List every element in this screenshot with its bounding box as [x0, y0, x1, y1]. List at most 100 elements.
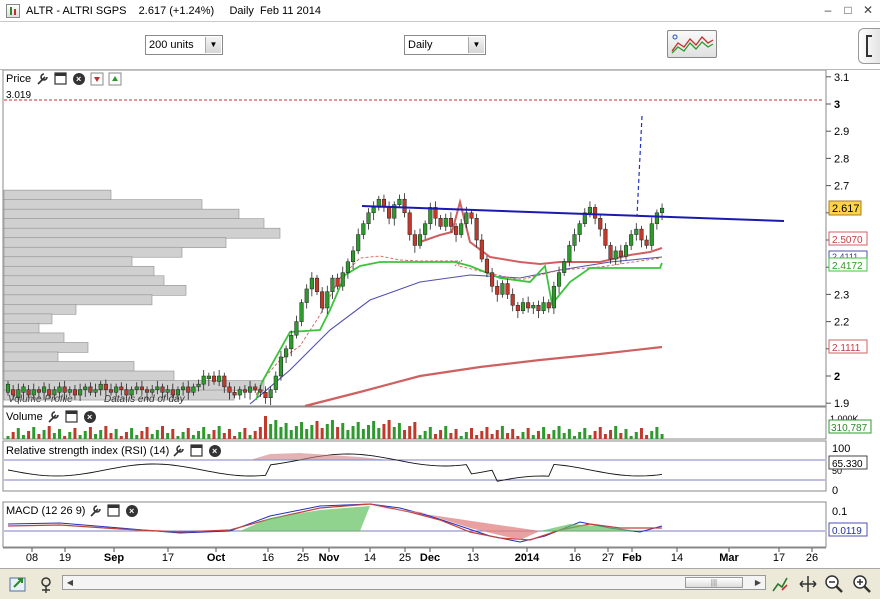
candle-up[interactable]	[98, 383, 103, 390]
candle-down[interactable]	[454, 226, 459, 235]
candle-up[interactable]	[134, 386, 139, 390]
maximize-button[interactable]: □	[844, 3, 852, 17]
candle-up[interactable]	[582, 212, 587, 224]
candle-down[interactable]	[593, 207, 598, 219]
projection-line[interactable]	[636, 115, 643, 217]
candle-down[interactable]	[253, 386, 258, 390]
candle-up[interactable]	[299, 302, 304, 322]
candle-up[interactable]	[562, 261, 567, 273]
candle-down[interactable]	[36, 389, 41, 393]
candle-down[interactable]	[26, 389, 31, 396]
scroll-right-icon[interactable]: ▶	[754, 578, 762, 587]
candle-up[interactable]	[417, 234, 423, 246]
candle-up[interactable]	[366, 212, 371, 224]
candle-down[interactable]	[62, 386, 67, 393]
candle-down[interactable]	[603, 228, 608, 246]
candle-down[interactable]	[222, 375, 227, 388]
candle-up[interactable]	[356, 234, 361, 252]
zoom-out-icon[interactable]	[824, 574, 844, 594]
candle-up[interactable]	[248, 386, 253, 393]
candle-down[interactable]	[438, 217, 443, 227]
close-circle-icon[interactable]	[126, 505, 138, 517]
wrench-icon[interactable]	[173, 445, 184, 457]
candle-down[interactable]	[124, 389, 129, 396]
side-panel-tab[interactable]	[858, 28, 880, 64]
candle-up[interactable]	[531, 305, 536, 309]
candle-down[interactable]	[227, 386, 232, 393]
wrench-icon[interactable]	[90, 505, 101, 517]
candle-up[interactable]	[57, 386, 62, 393]
candle-up[interactable]	[289, 334, 294, 350]
candle-up[interactable]	[623, 245, 629, 257]
candle-up[interactable]	[268, 389, 273, 399]
chart-area[interactable]: 3.132.92.82.72.32.22.121.9 3.019 Price ×…	[0, 69, 880, 568]
candle-up[interactable]	[660, 207, 665, 214]
close-circle-icon[interactable]	[84, 411, 96, 423]
candle-down[interactable]	[639, 228, 644, 241]
candle-up[interactable]	[351, 250, 356, 263]
scroll-left-icon[interactable]: ◀	[66, 578, 74, 587]
candle-up[interactable]	[629, 234, 634, 246]
close-circle-icon[interactable]	[209, 445, 221, 457]
candle-down[interactable]	[258, 389, 263, 393]
candle-down[interactable]	[479, 239, 484, 260]
candle-up[interactable]	[392, 204, 397, 219]
wrench-icon[interactable]	[48, 411, 59, 423]
candle-down[interactable]	[402, 198, 407, 214]
candle-up[interactable]	[5, 383, 11, 393]
candle-up[interactable]	[21, 386, 26, 393]
candle-up[interactable]	[423, 223, 428, 235]
chevron-down-icon[interactable]: ▼	[468, 37, 484, 53]
candle-down[interactable]	[510, 294, 515, 306]
candle-up[interactable]	[557, 272, 562, 287]
candle-down[interactable]	[490, 272, 495, 287]
close-button[interactable]: ✕	[862, 3, 874, 17]
candle-down[interactable]	[546, 302, 551, 309]
wrench-icon[interactable]	[37, 73, 48, 85]
candle-up[interactable]	[572, 234, 577, 246]
candle-up[interactable]	[428, 207, 433, 224]
candle-up[interactable]	[83, 386, 88, 390]
candle-up[interactable]	[181, 386, 186, 390]
candle-up[interactable]	[443, 217, 448, 227]
candle-up[interactable]	[649, 223, 654, 246]
zoom-fit-icon[interactable]	[798, 574, 818, 594]
candle-down[interactable]	[242, 389, 247, 393]
candle-down[interactable]	[186, 386, 191, 393]
candle-up[interactable]	[340, 272, 345, 287]
candle-up[interactable]	[520, 302, 526, 311]
candle-up[interactable]	[330, 277, 335, 292]
candle-up[interactable]	[654, 212, 659, 224]
candle-down[interactable]	[515, 305, 520, 311]
chart-tools-icon[interactable]	[770, 574, 790, 594]
candle-up[interactable]	[304, 288, 309, 303]
candle-up[interactable]	[129, 389, 134, 396]
chart-style-button[interactable]	[667, 30, 717, 58]
candle-down[interactable]	[232, 392, 237, 396]
interval-select[interactable]: Daily ▼	[404, 35, 486, 55]
trend-line[interactable]	[361, 205, 785, 222]
candle-down[interactable]	[320, 291, 325, 309]
candle-up[interactable]	[201, 375, 206, 385]
candle-up[interactable]	[150, 389, 155, 393]
candle-up[interactable]	[237, 389, 242, 396]
candle-down[interactable]	[170, 389, 175, 396]
candle-down[interactable]	[536, 305, 541, 311]
candle-up[interactable]	[397, 198, 402, 205]
candle-down[interactable]	[474, 217, 479, 241]
candle-up[interactable]	[114, 386, 119, 393]
candle-down[interactable]	[119, 386, 124, 390]
candle-up[interactable]	[309, 277, 314, 290]
candle-up[interactable]	[459, 223, 464, 235]
candle-down[interactable]	[145, 389, 150, 393]
candle-up[interactable]	[165, 389, 170, 393]
candle-down[interactable]	[526, 302, 531, 309]
units-select[interactable]: 200 units ▼	[145, 35, 223, 55]
candle-up[interactable]	[273, 375, 278, 390]
candle-down[interactable]	[314, 277, 320, 292]
candle-up[interactable]	[634, 228, 639, 235]
candle-up[interactable]	[284, 348, 289, 358]
rsi-pane[interactable]	[2, 440, 827, 492]
candle-down[interactable]	[505, 283, 510, 295]
candle-down[interactable]	[72, 389, 78, 396]
